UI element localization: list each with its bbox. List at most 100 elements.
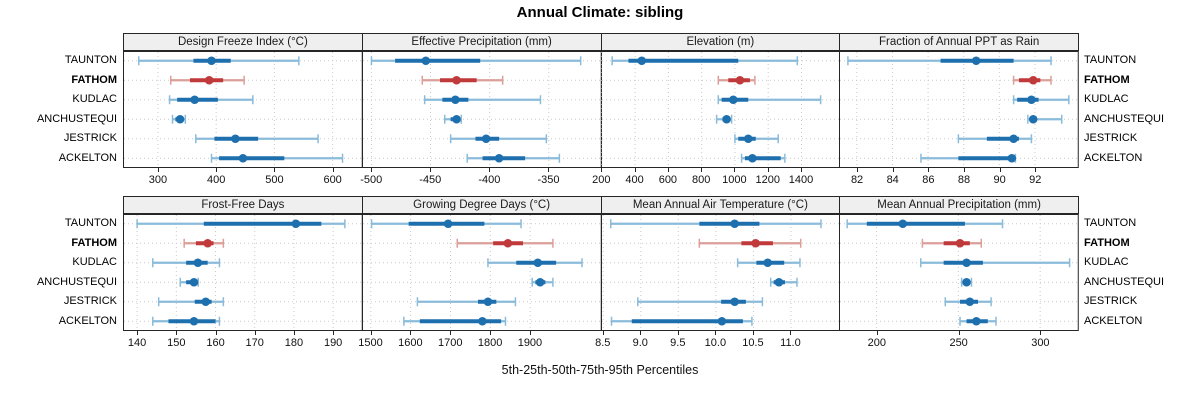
percentile-row-anchustequi bbox=[769, 277, 798, 287]
row-label-right-ackelton: ACKELTON bbox=[1084, 314, 1143, 327]
percentile-row-fathom bbox=[717, 75, 756, 85]
row-label-left-fathom: FATHOM bbox=[71, 236, 117, 249]
panel-header: Mean Annual Air Temperature (°C) bbox=[600, 196, 841, 214]
axis-tick-label: 300 bbox=[1031, 337, 1050, 349]
median-dot bbox=[204, 75, 214, 85]
axis-tick bbox=[790, 331, 792, 335]
median-dot bbox=[203, 238, 212, 248]
median-dot bbox=[452, 114, 461, 124]
axis-tick bbox=[640, 331, 642, 335]
percentile-row-fathom bbox=[1013, 75, 1053, 85]
panel-frame bbox=[123, 51, 363, 168]
panel-plot bbox=[123, 214, 363, 331]
axis-tick bbox=[892, 168, 894, 172]
median-dot bbox=[735, 75, 744, 85]
median-dot bbox=[189, 277, 199, 287]
percentile-row-jestrick bbox=[944, 297, 993, 307]
median-dot bbox=[443, 219, 453, 229]
median-dot bbox=[962, 258, 972, 268]
percentile-row-jestrick bbox=[733, 134, 779, 144]
median-dot bbox=[762, 258, 772, 268]
axis-tick-label: 400 bbox=[625, 174, 644, 186]
axis-tick-label: 300 bbox=[148, 174, 168, 186]
axis-tick-label: 200 bbox=[592, 174, 611, 186]
row-label-left-ackelton: ACKELTON bbox=[58, 314, 117, 327]
median-dot bbox=[898, 219, 908, 229]
row-label-left-anchustequi: ANCHUSTEQUI bbox=[36, 275, 117, 288]
row-label-right-fathom: FATHOM bbox=[1084, 73, 1130, 86]
median-dot bbox=[750, 238, 760, 248]
axis-tick bbox=[928, 168, 930, 172]
axis-tick bbox=[215, 331, 217, 335]
panel-plot bbox=[839, 51, 1079, 168]
axis-tick-label: 1700 bbox=[437, 337, 463, 349]
panel-frame bbox=[600, 214, 841, 331]
axis-tick bbox=[767, 168, 769, 172]
axis-tick-label: 170 bbox=[245, 337, 264, 349]
percentile-row-ackelton bbox=[740, 153, 786, 163]
axis-tick bbox=[734, 168, 736, 172]
axis-tick bbox=[450, 331, 452, 335]
median-dot bbox=[238, 153, 248, 163]
percentile-caption: 5th-25th-50th-75th-95th Percentiles bbox=[501, 363, 699, 377]
row-label-left-anchustequi: ANCHUSTEQUI bbox=[36, 112, 117, 125]
axis-tick bbox=[490, 331, 492, 335]
axis-tick bbox=[715, 331, 717, 335]
axis-tick-label: 84 bbox=[886, 174, 899, 186]
median-dot bbox=[494, 153, 504, 163]
median-dot bbox=[972, 56, 981, 66]
chart-title: Annual Climate: sibling bbox=[516, 4, 684, 21]
axis-tick bbox=[370, 331, 372, 335]
axis-tick-label: 90 bbox=[993, 174, 1006, 186]
axis-tick-label: -450 bbox=[419, 174, 442, 186]
axis-tick-label: 82 bbox=[850, 174, 864, 186]
row-label-left-taunton: TAUNTON bbox=[64, 54, 117, 67]
axis-tick bbox=[800, 168, 802, 172]
panel-frame bbox=[123, 214, 363, 331]
panel-header: Growing Degree Days (°C) bbox=[361, 196, 602, 214]
median-dot bbox=[743, 134, 753, 144]
median-dot bbox=[193, 258, 203, 268]
panel-header: Design Freeze Index (°C) bbox=[123, 33, 363, 51]
median-dot bbox=[721, 114, 731, 124]
row-label-right-ackelton: ACKELTON bbox=[1084, 151, 1143, 164]
percentile-row-taunton bbox=[370, 219, 522, 229]
panel-header: Fraction of Annual PPT as Rain bbox=[839, 33, 1079, 51]
median-dot bbox=[450, 95, 460, 105]
percentile-row-ackelton bbox=[402, 316, 506, 326]
median-dot bbox=[1009, 134, 1019, 144]
axis-tick bbox=[602, 331, 604, 335]
percentile-row-anchustequi bbox=[443, 114, 462, 124]
median-dot bbox=[190, 95, 199, 105]
axis-tick bbox=[157, 168, 159, 172]
percentile-row-jestrick bbox=[449, 134, 547, 144]
median-dot bbox=[201, 297, 211, 307]
axis-tick-label: 140 bbox=[127, 337, 147, 349]
axis-tick-label: 180 bbox=[284, 337, 304, 349]
axis-tick-label: 600 bbox=[323, 174, 342, 186]
percentile-row-ackelton bbox=[920, 153, 1017, 163]
row-label-right-anchustequi: ANCHUSTEQUI bbox=[1084, 275, 1165, 288]
axis-tick-label: 10.5 bbox=[742, 337, 764, 349]
percentile-row-anchustequi bbox=[1027, 114, 1063, 124]
row-label-right-taunton: TAUNTON bbox=[1084, 217, 1137, 230]
panel-frame bbox=[600, 51, 841, 168]
median-dot bbox=[1029, 75, 1038, 85]
panel-plot bbox=[361, 51, 602, 168]
row-label-left-kudlac: KUDLAC bbox=[72, 93, 117, 106]
axis-tick-label: 800 bbox=[691, 174, 711, 186]
percentile-row-jestrick bbox=[416, 297, 516, 307]
axis-tick bbox=[1040, 331, 1042, 335]
percentile-row-kudlac bbox=[168, 95, 254, 105]
panel-frame bbox=[839, 51, 1079, 168]
percentile-row-taunton bbox=[370, 56, 582, 66]
median-dot bbox=[962, 277, 972, 287]
axis-tick-label: 1500 bbox=[358, 337, 383, 349]
median-dot bbox=[728, 95, 738, 105]
axis-tick bbox=[752, 331, 754, 335]
percentile-row-jestrick bbox=[636, 297, 763, 307]
axis-tick bbox=[371, 168, 373, 172]
median-dot bbox=[477, 316, 487, 326]
median-dot bbox=[452, 75, 461, 85]
percentile-row-jestrick bbox=[195, 134, 319, 144]
